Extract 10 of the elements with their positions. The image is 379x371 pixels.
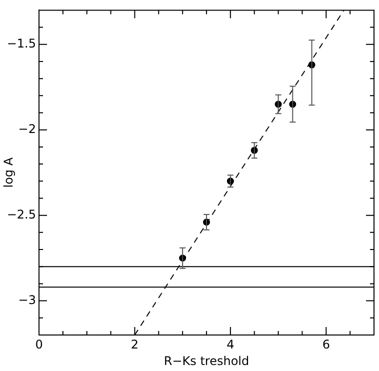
y-tick-label: −2.5 bbox=[6, 207, 36, 222]
x-tick-label: 2 bbox=[130, 337, 139, 352]
y-tick-label: −2 bbox=[18, 122, 36, 136]
x-axis-title: R−Ks treshold bbox=[164, 354, 250, 368]
y-axis-title: log A bbox=[1, 156, 16, 188]
y-tick-label: −3 bbox=[18, 292, 36, 307]
x-tick-label: 6 bbox=[322, 337, 330, 352]
x-tick-label: 0 bbox=[35, 337, 43, 352]
x-tick-label: 4 bbox=[226, 337, 234, 352]
y-tick-label: −1.5 bbox=[6, 36, 36, 51]
